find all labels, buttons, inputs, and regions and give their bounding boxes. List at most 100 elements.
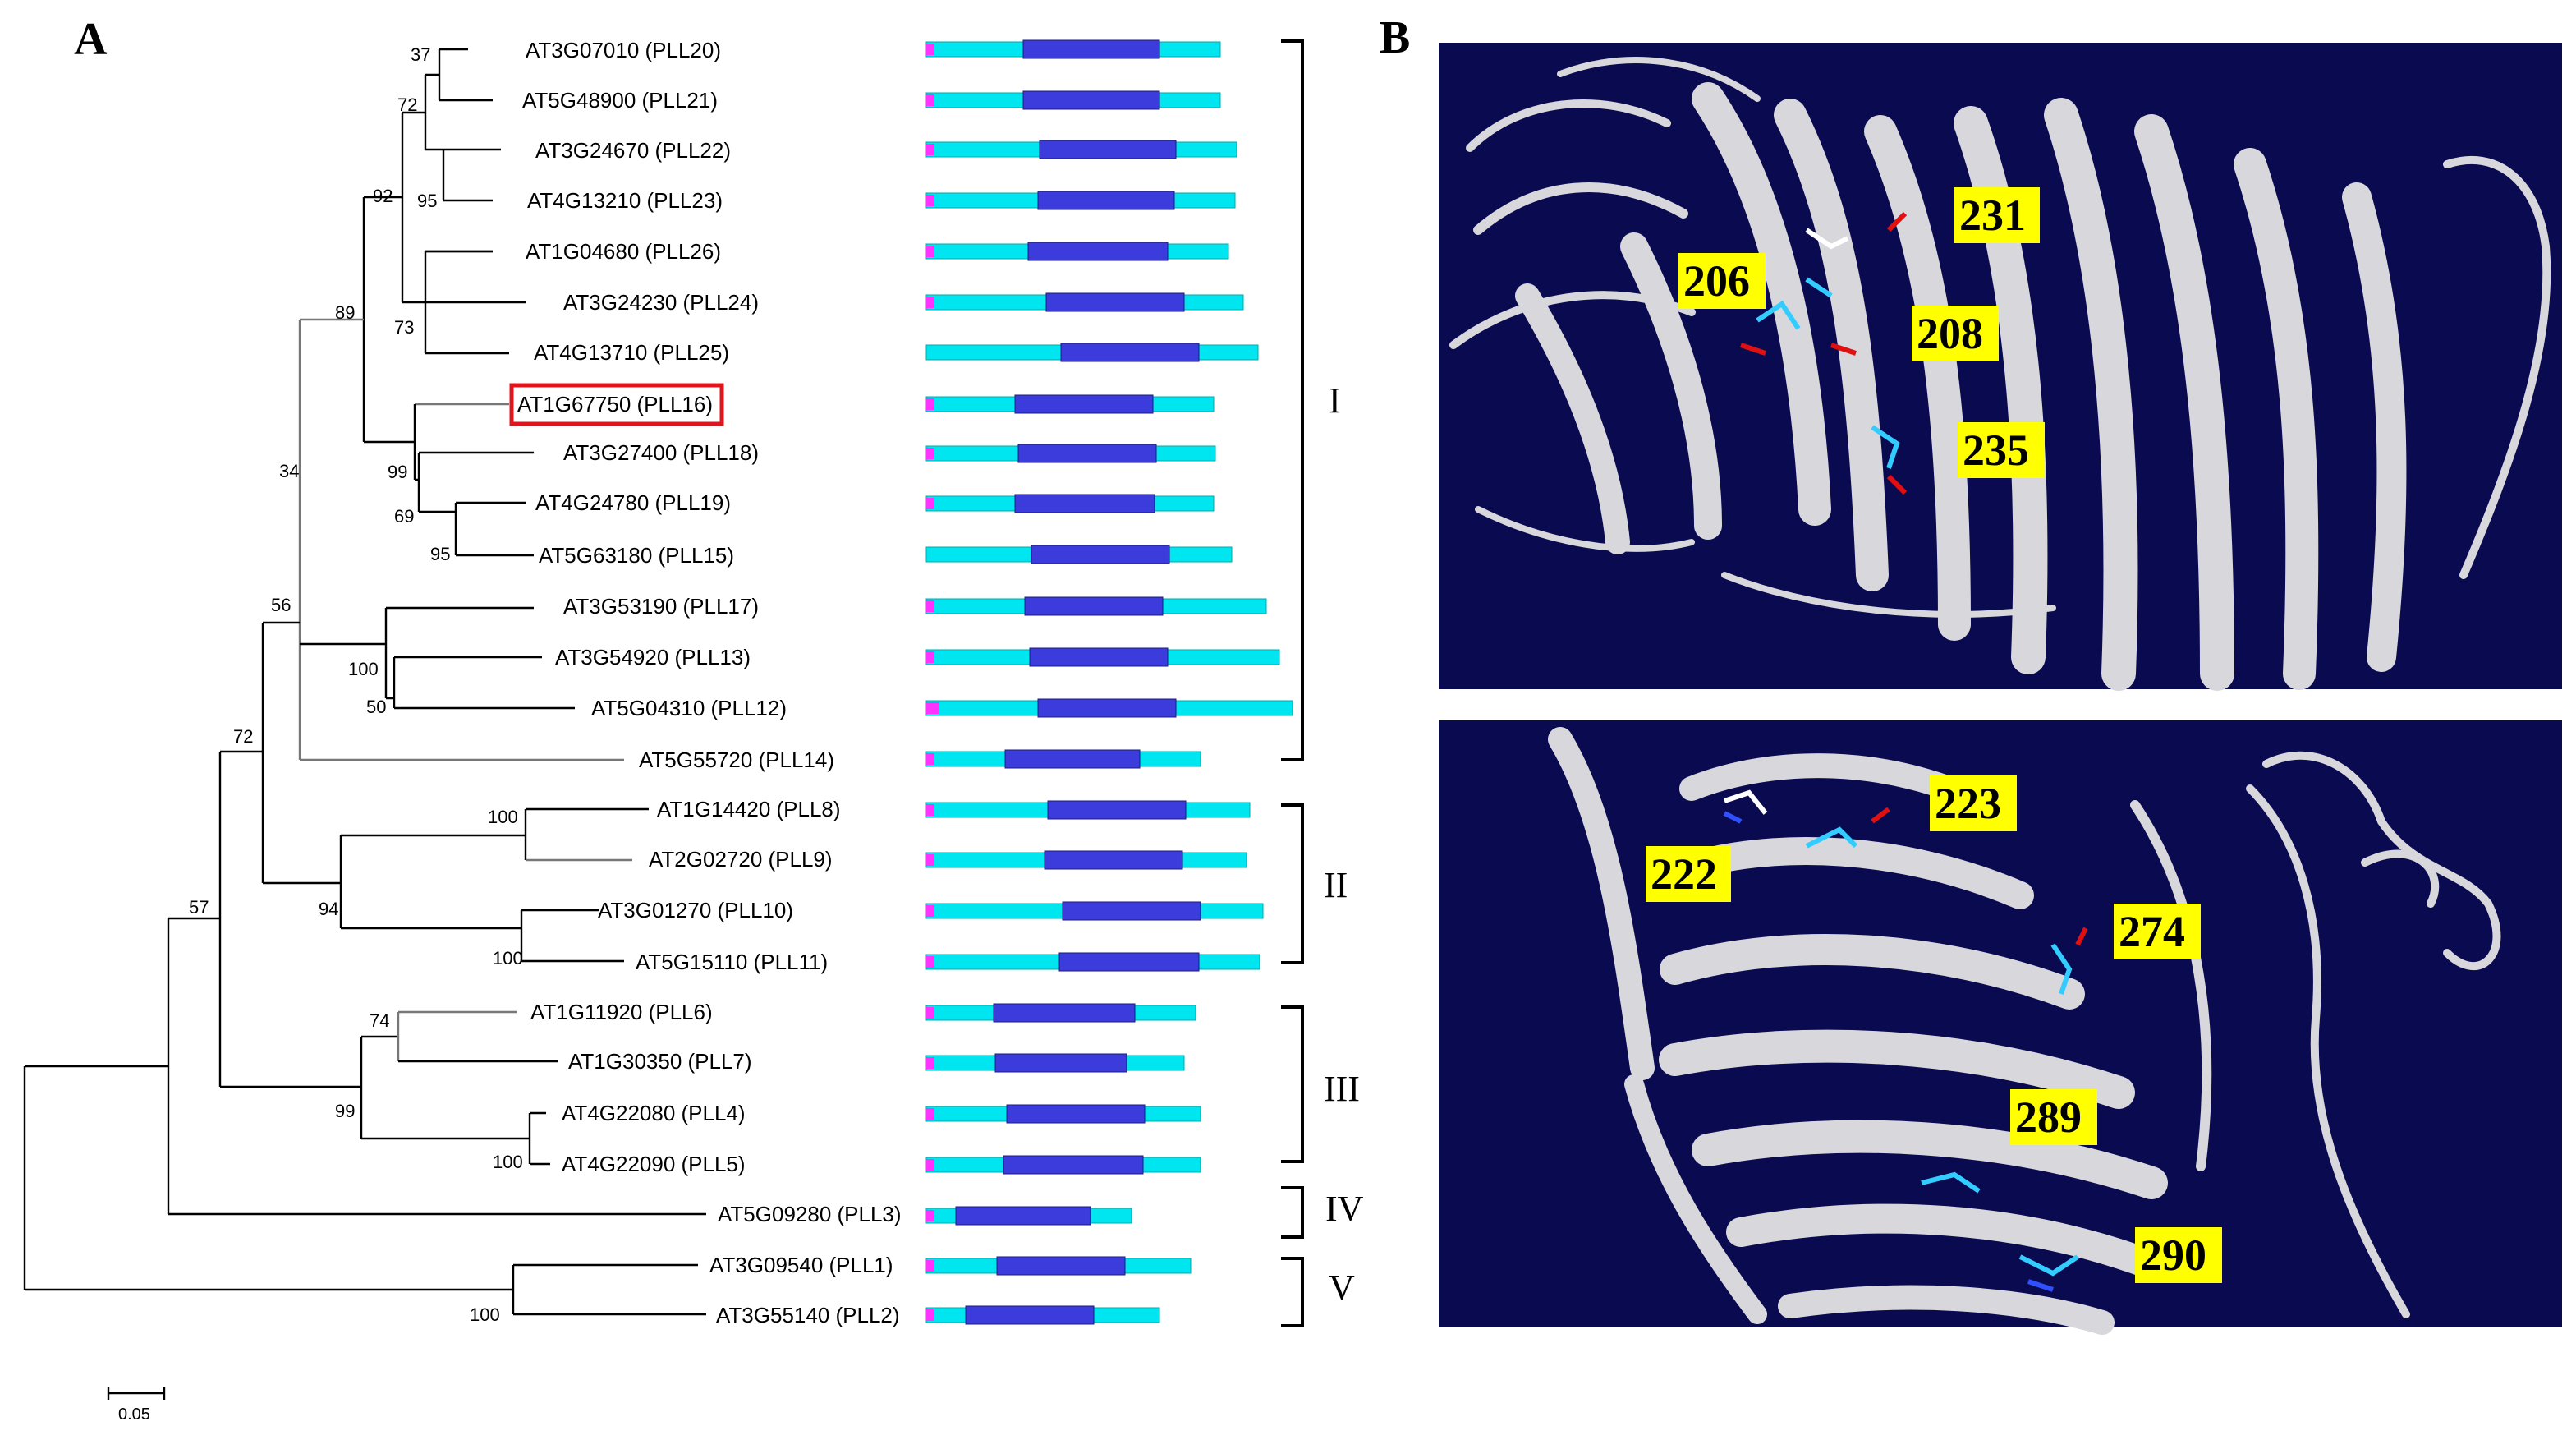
leaf-label: AT3G27400 (PLL18): [563, 440, 759, 465]
residue-label: 223: [1930, 775, 2017, 831]
scale-label: 0.05: [118, 1405, 150, 1424]
clade-label: V: [1329, 1267, 1355, 1308]
highlight-box: [509, 383, 724, 426]
bootstrap-value: 100: [493, 948, 523, 968]
protein-bar: [925, 596, 1267, 616]
leaf-label: AT5G09280 (PLL3): [718, 1202, 902, 1226]
leaf-label: AT3G24230 (PLL24): [563, 290, 759, 315]
protein-bar: [925, 343, 1259, 362]
bootstrap-value: 50: [366, 697, 386, 717]
bootstrap-value: 73: [394, 317, 414, 338]
protein-bar: [925, 545, 1233, 564]
bootstrap-value: 89: [335, 302, 355, 323]
svg-text:231: 231: [1959, 191, 2026, 240]
protein-bar: [925, 647, 1280, 667]
clade-label: III: [1324, 1069, 1360, 1109]
svg-text:290: 290: [2140, 1231, 2206, 1280]
bootstrap-value: 95: [417, 191, 437, 211]
protein-bar: [925, 242, 1229, 261]
svg-text:223: 223: [1935, 779, 2001, 828]
leaf-label: AT3G55140 (PLL2): [716, 1303, 900, 1327]
bootstrap-value: 95: [430, 544, 450, 564]
svg-text:222: 222: [1651, 849, 1717, 899]
leaf-label: AT4G22090 (PLL5): [562, 1152, 746, 1176]
leaf-label: AT4G13710 (PLL25): [534, 340, 729, 365]
clade-labels: I II III IV V: [1324, 380, 1364, 1308]
protein-bar: [925, 1104, 1201, 1124]
leaf-label: AT4G22080 (PLL4): [562, 1101, 746, 1125]
bootstrap-value: 99: [388, 462, 407, 482]
leaf-label: AT5G04310 (PLL12): [591, 696, 787, 720]
leaf-label: AT5G15110 (PLL11): [636, 950, 828, 974]
bootstrap-value: 74: [370, 1010, 389, 1031]
clade-brackets: [1281, 39, 1304, 1327]
panel-a: A: [23, 14, 1364, 1424]
panel-a-label: A: [74, 14, 108, 65]
leaf-label: AT1G30350 (PLL7): [568, 1049, 752, 1074]
protein-bar: [925, 90, 1221, 110]
leaf-label: AT5G48900 (PLL21): [522, 88, 718, 113]
domain-bars: [925, 39, 1293, 1325]
protein-bar: [925, 1256, 1192, 1276]
protein-bar: [925, 749, 1201, 769]
bootstrap-value: 100: [493, 1152, 523, 1172]
panel-b: B: [1380, 12, 2562, 1335]
leaf-label: AT4G13210 (PLL23): [527, 188, 723, 213]
residue-label: 222: [1646, 846, 1731, 902]
clade-label: IV: [1325, 1189, 1364, 1229]
leaf-label: AT3G09540 (PLL1): [709, 1253, 893, 1277]
residue-label: 290: [2135, 1227, 2222, 1283]
bootstrap-value: 72: [233, 726, 253, 747]
bootstrap-value: 37: [411, 44, 430, 65]
leaf-label: AT4G24780 (PLL19): [535, 490, 731, 515]
residue-label: 289: [2010, 1089, 2097, 1145]
bootstrap-value: 100: [488, 807, 518, 827]
protein-bar: [925, 1206, 1132, 1226]
leaf-label: AT3G07010 (PLL20): [526, 38, 721, 62]
protein-bar: [925, 1305, 1160, 1325]
protein-bar: [925, 1155, 1201, 1175]
clade-label: I: [1329, 380, 1341, 421]
svg-text:235: 235: [1963, 426, 2029, 475]
protein-bar: [925, 1003, 1196, 1023]
leaf-label: AT3G53190 (PLL17): [563, 594, 759, 619]
leaf-labels: AT3G07010 (PLL20) AT5G48900 (PLL21) AT3G…: [517, 38, 902, 1327]
bootstrap-values: 37 72 95 92 73 89 99 69 95 34 56 100 50 …: [189, 44, 523, 1325]
structure-image-top: 231 206 208 235: [1439, 43, 2562, 691]
bootstrap-value: 100: [348, 659, 379, 679]
protein-bar: [925, 1053, 1185, 1073]
svg-text:289: 289: [2015, 1093, 2082, 1142]
svg-text:274: 274: [2119, 907, 2185, 956]
bootstrap-value: 72: [397, 94, 417, 115]
protein-bar: [925, 394, 1215, 414]
protein-bar: [925, 850, 1247, 870]
svg-text:208: 208: [1917, 309, 1983, 358]
residue-label: 231: [1954, 187, 2040, 243]
bootstrap-value: 34: [279, 461, 299, 481]
clade-label: II: [1324, 865, 1348, 905]
leaf-label: AT5G55720 (PLL14): [639, 748, 834, 772]
protein-bar: [925, 952, 1260, 972]
phylogenetic-tree: [23, 48, 706, 1316]
leaf-label: AT1G04680 (PLL26): [526, 239, 721, 264]
protein-bar: [925, 39, 1221, 59]
protein-bar: [925, 800, 1251, 820]
bootstrap-value: 94: [319, 899, 338, 919]
protein-bar: [925, 494, 1215, 513]
protein-bar: [925, 698, 1293, 718]
bootstrap-value: 100: [470, 1304, 500, 1325]
leaf-label: AT2G02720 (PLL9): [649, 847, 833, 872]
bootstrap-value: 69: [394, 506, 414, 527]
structure-image-bottom: 223 222 274 289 290: [1439, 720, 2562, 1335]
leaf-label: AT1G67750 (PLL16): [517, 392, 713, 416]
svg-text:206: 206: [1683, 256, 1750, 306]
panel-b-label: B: [1380, 12, 1410, 63]
leaf-label: AT3G01270 (PLL10): [598, 898, 793, 922]
leaf-label: AT3G54920 (PLL13): [555, 645, 751, 669]
protein-bar: [925, 140, 1237, 159]
bootstrap-value: 99: [335, 1101, 355, 1121]
bootstrap-value: 92: [373, 186, 393, 206]
protein-bar: [925, 901, 1264, 921]
leaf-label: AT1G11920 (PLL6): [530, 1000, 713, 1024]
bootstrap-value: 56: [271, 595, 291, 615]
